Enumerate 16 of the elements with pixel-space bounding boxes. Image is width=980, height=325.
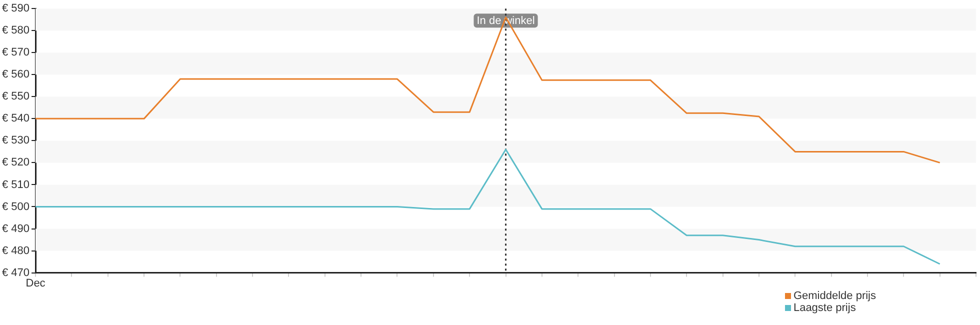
y-tick-label: € 540 [2,112,30,125]
legend-label: Laagste prijs [793,302,856,314]
y-tick-label: € 550 [2,90,30,103]
y-tick-label: € 530 [2,134,30,147]
y-tick-label: € 560 [2,68,30,81]
y-tick-label: € 490 [2,222,30,235]
x-tick-label: Dec [26,277,46,290]
y-tick-label: € 510 [2,178,30,191]
y-tick-label: € 480 [2,244,30,257]
y-tick-label: € 500 [2,200,30,213]
y-tick-label: € 590 [2,2,30,15]
y-tick-label: € 470 [2,266,30,279]
legend-label: Gemiddelde prijs [793,290,876,302]
y-tick-label: € 570 [2,46,30,59]
y-tick-label: € 580 [2,24,30,37]
y-tick-label: € 520 [2,156,30,169]
